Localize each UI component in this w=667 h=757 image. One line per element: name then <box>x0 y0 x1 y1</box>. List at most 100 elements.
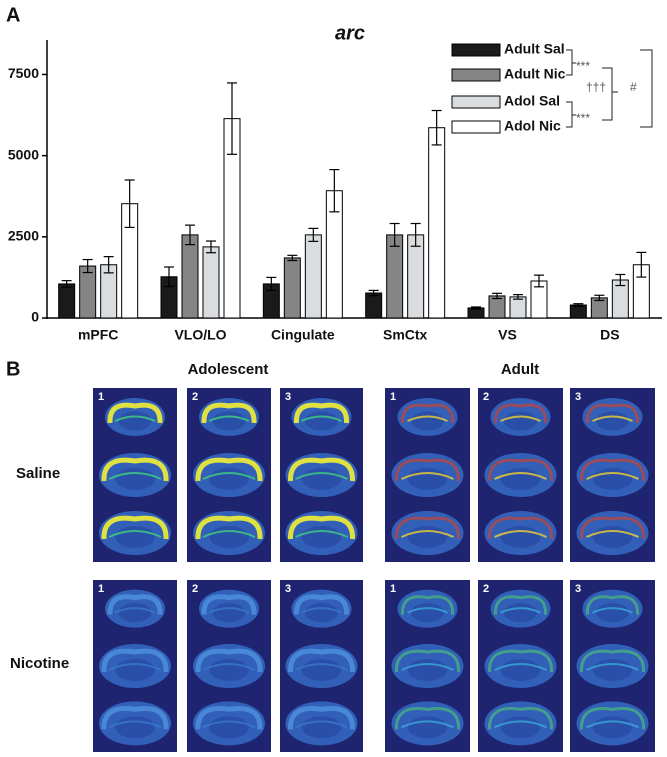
brain-cortex-inner <box>586 663 639 671</box>
y-tick-label: 2500 <box>8 228 39 244</box>
brain-cortex-inner <box>208 607 250 614</box>
brain-core <box>209 468 249 490</box>
brain-core <box>301 526 342 548</box>
brain-core <box>504 603 537 623</box>
bracket <box>602 67 618 121</box>
brain-core <box>407 659 448 681</box>
brain-cortex <box>107 594 163 615</box>
brain-cortex <box>201 402 257 424</box>
brain-cortex-inner <box>586 472 639 480</box>
image-number: 2 <box>483 583 489 595</box>
brain-core <box>407 716 448 739</box>
chart-title: arc <box>335 22 365 44</box>
image-grid: 1 2 3 1 2 3 1 2 3 1 2 3 <box>93 388 655 752</box>
error-bar <box>308 227 319 242</box>
brain-core <box>301 716 342 739</box>
brain-cortex-inner <box>407 607 448 614</box>
error-bar <box>513 294 523 300</box>
brain-core <box>500 716 541 739</box>
legend-label: Adult Nic <box>504 66 566 82</box>
error-bar <box>410 222 421 247</box>
error-bar <box>266 276 277 291</box>
brain-core <box>305 603 338 623</box>
brain-cortex-inner <box>114 415 156 422</box>
brain-cortex-inner <box>108 720 162 729</box>
legend-label: Adol Nic <box>504 118 561 134</box>
brain-cortex-inner <box>592 415 633 422</box>
error-bar <box>185 224 195 246</box>
brain-cortex <box>585 403 640 424</box>
bar <box>79 265 97 319</box>
brain-core <box>115 468 155 490</box>
brain-cortex-inner <box>108 663 162 671</box>
error-bar <box>287 254 298 262</box>
brain-cortex <box>579 458 646 482</box>
brain-core <box>592 659 633 681</box>
brain-core <box>411 411 444 431</box>
brain-cortex <box>293 594 350 615</box>
annotation: *** <box>576 59 590 73</box>
row-label: Saline <box>16 465 60 482</box>
error-bar <box>492 292 502 300</box>
legend-label: Adult Sal <box>504 41 565 57</box>
brain-core <box>411 603 444 623</box>
brain-core <box>301 659 342 681</box>
x-tick-label: VS <box>498 327 517 343</box>
legend-swatch <box>451 120 501 134</box>
brain-cortex <box>195 515 263 540</box>
image-number: 3 <box>285 391 291 403</box>
brain-cortex-inner <box>500 415 541 422</box>
error-bar <box>534 274 544 288</box>
brain-cortex-inner <box>295 472 348 480</box>
brain-cortex <box>493 595 548 615</box>
brain-core <box>504 411 537 431</box>
brain-cortex-inner <box>108 472 162 480</box>
bracket <box>640 49 653 128</box>
brain-cortex-inner <box>295 720 348 729</box>
image-number: 1 <box>390 583 396 595</box>
bar <box>428 127 446 319</box>
brain-core <box>596 603 629 623</box>
brain-cortex-inner <box>401 720 454 729</box>
brain-core <box>596 411 629 431</box>
brain-cortex <box>394 707 461 730</box>
brain-cortex-inner <box>494 720 547 729</box>
error-bar <box>431 109 442 146</box>
column-label: Adolescent <box>188 361 269 378</box>
bar <box>202 246 220 319</box>
error-bar <box>103 256 114 274</box>
brain-cortex <box>101 648 169 673</box>
error-bar <box>471 306 481 310</box>
brain-cortex-inner <box>202 663 256 671</box>
bar <box>386 234 404 319</box>
brain-core <box>592 468 633 490</box>
x-tick-label: SmCtx <box>383 327 428 343</box>
brain-core <box>500 468 541 490</box>
bar <box>488 295 506 319</box>
brain-cortex-inner <box>208 415 250 422</box>
brain-core <box>407 526 448 548</box>
annotation: # <box>630 80 637 94</box>
brain-cortex <box>493 403 548 424</box>
brain-core <box>212 411 246 431</box>
brain-cortex <box>579 649 646 673</box>
brain-cortex-inner <box>295 663 348 671</box>
bar <box>304 234 322 319</box>
brain-core <box>209 526 249 548</box>
bar <box>569 304 587 319</box>
legend-label: Adol Sal <box>504 93 560 109</box>
x-tick-label: VLO/LO <box>174 327 226 343</box>
brain-cortex-inner <box>407 415 448 422</box>
brain-cortex <box>400 595 455 615</box>
brain-cortex <box>287 648 356 673</box>
brain-core <box>407 468 448 490</box>
brain-cortex-inner <box>301 607 342 614</box>
bar <box>58 283 76 319</box>
row-label: Nicotine <box>10 655 69 672</box>
brain-cortex-inner <box>108 530 162 538</box>
brain-core <box>115 716 155 739</box>
brain-cortex <box>107 402 163 424</box>
brain-cortex <box>101 706 169 730</box>
x-tick-label: mPFC <box>78 327 118 343</box>
